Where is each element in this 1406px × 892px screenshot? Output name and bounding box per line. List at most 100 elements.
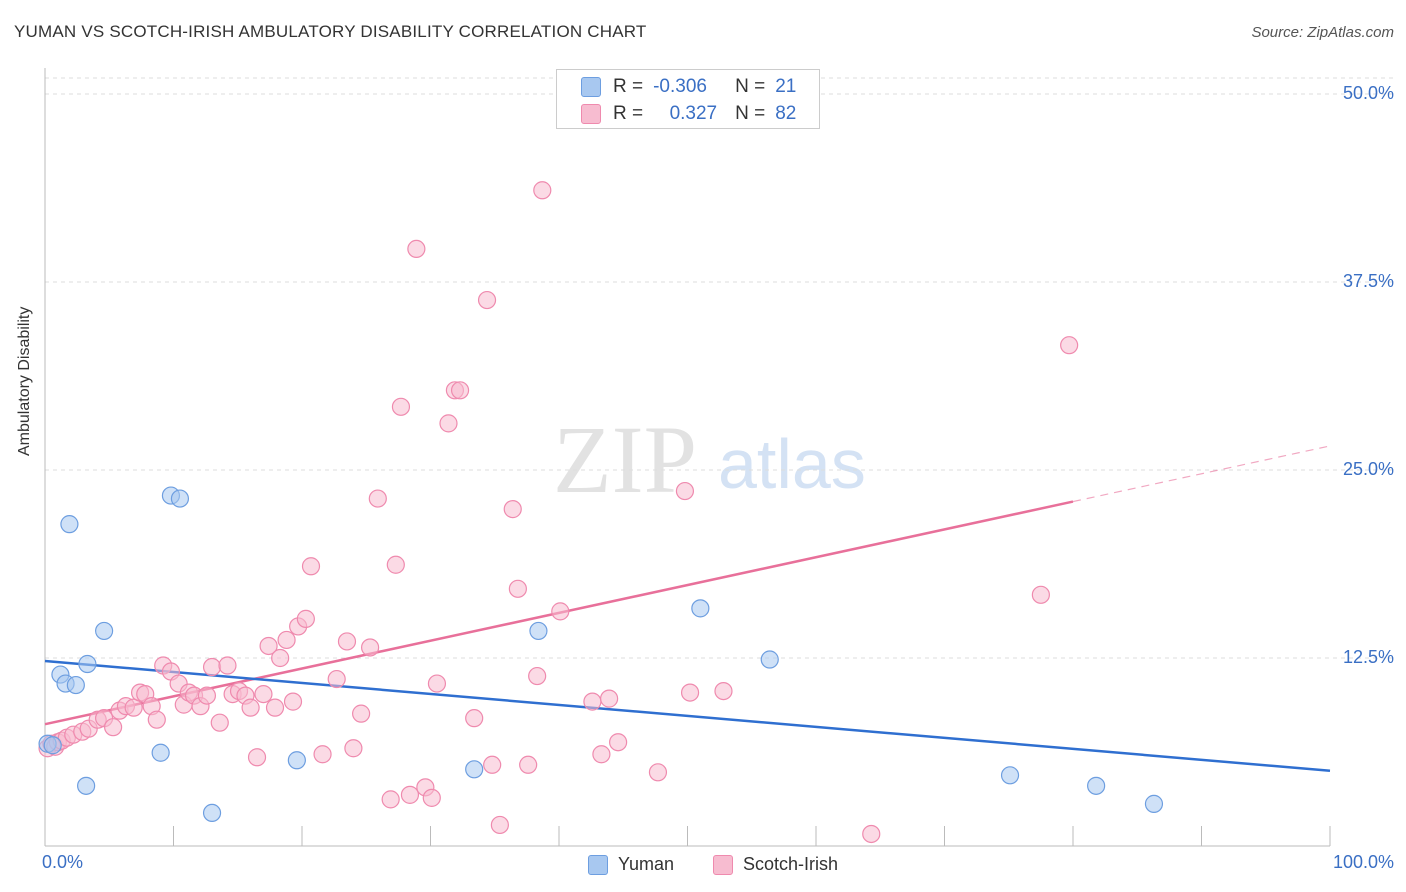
yuman-point[interactable] (465, 760, 484, 779)
legend-swatch-yuman (588, 854, 608, 875)
scotch-irish-point[interactable] (528, 666, 547, 686)
yuman-point[interactable] (43, 736, 62, 755)
scotch-irish-point[interactable] (147, 710, 166, 729)
legend-n-label: N = (735, 103, 766, 124)
x-tick-label: 0.0% (42, 852, 84, 872)
scotch-irish-point[interactable] (265, 698, 285, 717)
scotch-irish-point[interactable] (592, 745, 611, 764)
scotch-irish-point[interactable] (124, 698, 143, 717)
scotch-irish-point[interactable] (381, 790, 400, 809)
scotch-irish-point[interactable] (583, 692, 602, 711)
correlation-legend: R = -0.306 N = 21 R = 0.327 N = 82 (556, 69, 820, 129)
yuman-point[interactable] (60, 515, 79, 534)
scotch-irish-point[interactable] (313, 745, 332, 764)
legend-item-yuman[interactable]: Yuman (588, 854, 674, 875)
scotch-irish-point[interactable] (477, 290, 497, 310)
scotch-irish-point[interactable] (241, 698, 260, 717)
scotch-irish-point[interactable] (197, 686, 217, 705)
yuman-point[interactable] (202, 803, 222, 823)
scotch-irish-point[interactable] (386, 555, 405, 574)
yuman-point[interactable] (287, 751, 306, 770)
scotch-irish-point[interactable] (490, 815, 509, 835)
scotch-irish-point[interactable] (450, 381, 470, 400)
watermark-atlas: atlas (718, 425, 866, 503)
scotch-irish-point[interactable] (1060, 336, 1079, 355)
scotch-irish-point[interactable] (675, 481, 695, 501)
yuman-point[interactable] (1087, 776, 1106, 795)
scotch-irish-point[interactable] (352, 704, 371, 723)
scotch-irish-point[interactable] (427, 674, 447, 693)
legend-item-scotch-irish[interactable]: Scotch-Irish (713, 854, 838, 875)
x-tick-label: 100.0% (1332, 852, 1394, 872)
scotch-irish-point[interactable] (296, 609, 315, 628)
legend-label-scotch-irish: Scotch-Irish (743, 854, 839, 874)
scotch-irish-point[interactable] (465, 709, 484, 728)
y-tick-label: 37.5% (1342, 271, 1394, 291)
scotch-irish-point[interactable] (533, 181, 552, 200)
scotch-irish-point[interactable] (422, 788, 441, 807)
scotch-irish-point[interactable] (439, 414, 458, 433)
scotch-irish-point[interactable] (508, 579, 527, 598)
yuman-point[interactable] (529, 621, 548, 641)
scotch-irish-point[interactable] (551, 602, 570, 621)
legend-row-yuman: R = -0.306 N = 21 (581, 74, 796, 100)
y-axis-label: Ambulatory Disability (16, 306, 33, 456)
scotch-irish-point[interactable] (368, 489, 387, 508)
legend-swatch-scotch-irish (581, 104, 601, 124)
watermark: ZIP atlas (553, 406, 866, 513)
yuman-point[interactable] (66, 675, 85, 695)
legend-row-scotch-irish: R = 0.327 N = 82 (581, 101, 796, 127)
scotch-irish-point[interactable] (254, 684, 273, 704)
scotch-irish-point[interactable] (259, 636, 278, 656)
scotch-irish-point[interactable] (202, 657, 222, 677)
scotch-irish-point[interactable] (283, 692, 303, 711)
legend-swatch-scotch-irish (713, 854, 733, 875)
watermark-zip: ZIP (553, 406, 697, 513)
legend-r-value: -0.306 (653, 76, 707, 97)
scotch-irish-point[interactable] (600, 689, 619, 708)
legend-swatch-yuman (581, 77, 601, 97)
scotch-irish-point[interactable] (344, 739, 363, 758)
scotch-irish-point[interactable] (361, 638, 380, 657)
yuman-point[interactable] (691, 599, 710, 618)
legend-n-label: N = (735, 76, 766, 97)
yuman-point[interactable] (1144, 794, 1164, 813)
scotch-irish-point[interactable] (483, 755, 502, 774)
y-tick-label: 25.0% (1342, 459, 1394, 479)
scotch-irish-point[interactable] (247, 748, 267, 767)
scotch-irish-point[interactable] (104, 718, 123, 737)
scotch-irish-point[interactable] (648, 763, 668, 782)
yuman-point[interactable] (95, 621, 114, 641)
scotch-irish-point[interactable] (327, 669, 346, 689)
scotch-irish-point[interactable] (391, 397, 411, 416)
scotch-irish-point[interactable] (337, 632, 357, 651)
scotch-irish-point[interactable] (714, 681, 733, 701)
scotch-irish-point[interactable] (271, 648, 290, 668)
source-label: Source: ZipAtlas.com (1251, 24, 1394, 41)
scotch-irish-point[interactable] (210, 713, 229, 732)
scotch-irish-point[interactable] (1031, 585, 1050, 604)
scotch-irish-point[interactable] (503, 500, 522, 519)
yuman-point[interactable] (78, 654, 97, 674)
legend-r-label: R = (613, 76, 644, 97)
y-tick-label: 12.5% (1342, 647, 1394, 667)
scotch-irish-point[interactable] (277, 630, 296, 650)
yuman-point[interactable] (1000, 766, 1020, 785)
yuman-point[interactable] (77, 776, 96, 795)
legend-n-value: 21 (775, 76, 797, 97)
chart-title: YUMAN VS SCOTCH-IRISH AMBULATORY DISABIL… (14, 22, 647, 41)
scotch-irish-point[interactable] (301, 557, 321, 576)
grid-lines (45, 77, 1394, 659)
scotch-irish-point[interactable] (680, 683, 700, 702)
scotch-irish-point[interactable] (862, 824, 881, 844)
scotch-irish-point[interactable] (407, 239, 426, 259)
legend-r-label: R = (613, 103, 644, 124)
series-legend: Yuman Scotch-Irish (0, 850, 1406, 880)
scotch-irish-point[interactable] (400, 785, 420, 804)
scotch-irish-point[interactable] (609, 733, 628, 752)
yuman-point[interactable] (170, 489, 190, 508)
scotch-irish-point[interactable] (519, 755, 538, 774)
yuman-point[interactable] (760, 650, 779, 669)
yuman-point[interactable] (151, 743, 170, 762)
scotch-irish-point[interactable] (218, 656, 237, 675)
